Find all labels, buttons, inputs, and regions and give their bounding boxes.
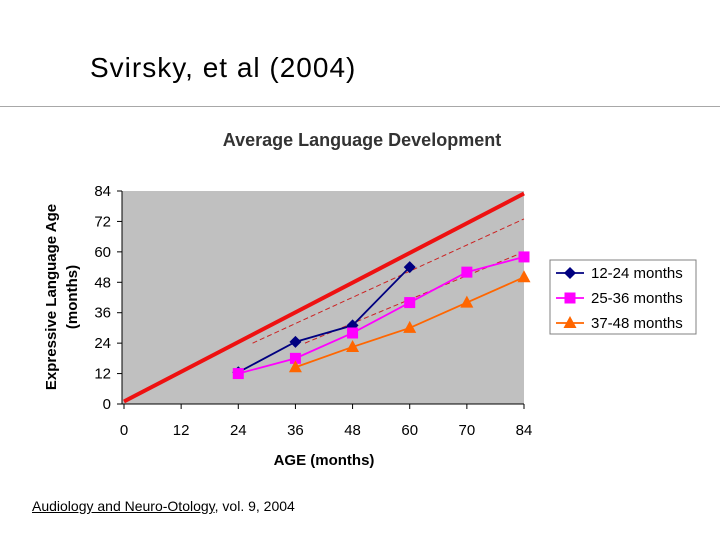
y-tick-label: 72 [94,213,111,230]
data-point [403,261,416,274]
series-line [237,266,411,374]
series-line [238,256,525,375]
data-point [347,327,359,339]
y-tick-label: 36 [94,305,111,322]
legend-entry: 12-24 months [556,265,683,282]
citation: Audiology and Neuro-Otology, vol. 9, 200… [32,498,295,514]
x-tick-label: 12 [173,422,190,439]
data-point [289,352,301,364]
data-point [518,251,530,263]
citation-details: , vol. 9, 2004 [214,498,295,514]
y-tick-label: 12 [94,366,111,383]
slide-title: Svirsky, et al (2004) [90,52,357,83]
y-tick-label: 60 [94,244,111,261]
y-axis-label-line1: Expressive Language Age [43,204,60,390]
reference-line-solid [123,191,525,404]
legend-label: 25-36 months [591,290,683,307]
data-point [517,270,531,283]
legend-marker [564,267,576,279]
data-point [404,297,416,309]
data-point [232,368,244,380]
x-tick-label: 60 [401,422,418,439]
data-point [460,295,474,308]
data-point [346,339,360,352]
x-axis-label: AGE (months) [274,452,375,469]
y-tick-label: 48 [94,274,111,291]
legend-entry: 25-36 months [556,290,683,307]
y-tick-label: 84 [94,183,111,200]
chart-title: Average Language Development [223,130,501,150]
data-point [288,360,302,373]
reference-lines [123,191,525,404]
reference-line-dashed [252,218,525,344]
legend-marker [563,316,577,328]
y-tick-label: 24 [94,335,111,352]
data-point [289,335,302,348]
legend: 12-24 months 25-36 months 37-48 months [549,259,697,335]
x-tick-label: 84 [516,422,533,439]
legend-label: 12-24 months [591,265,683,282]
x-tick-label: 24 [230,422,247,439]
data-point [403,320,417,333]
x-tick-label: 0 [120,422,128,439]
x-tick-label: 48 [344,422,361,439]
axes: 0 12 24 36 48 60 72 84 0 12 24 36 48 60 70 84 [94,183,532,439]
legend-marker [564,292,576,304]
citation-journal: Audiology and Neuro-Otology [32,498,215,514]
legend-entry: 37-48 months [556,315,683,332]
series-layer [232,251,531,380]
legend-label: 37-48 months [591,315,683,332]
series-25-36-months [232,251,530,380]
x-tick-label: 36 [287,422,304,439]
title-divider [0,106,720,107]
x-tick-label: 70 [459,422,476,439]
y-axis-label-line2: (months) [64,265,81,329]
y-tick-label: 0 [103,396,111,413]
data-point [461,266,473,278]
series-37-48-months [288,270,531,373]
